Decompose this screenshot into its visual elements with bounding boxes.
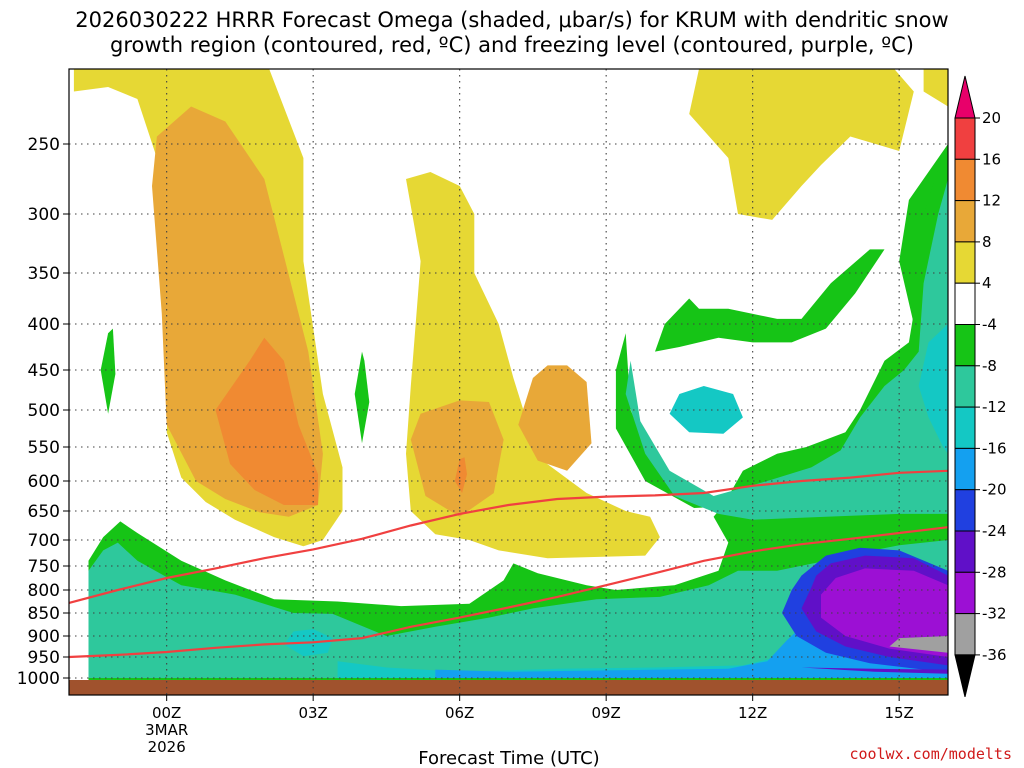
colorbar-bin-1 xyxy=(954,117,976,160)
y-tick-label-650: 650 xyxy=(28,502,60,522)
y-tick-label-950: 950 xyxy=(28,648,60,668)
x-tick-label-15-0: 15Z xyxy=(884,704,913,722)
omega-region-10 xyxy=(100,328,116,414)
y-tick-label-500: 500 xyxy=(28,401,60,421)
x-tick-label-0-1: 3MAR xyxy=(145,721,188,739)
omega-region-12 xyxy=(88,144,948,680)
colorbar-bin-5 xyxy=(954,282,976,326)
y-tick-label-700: 700 xyxy=(28,531,60,551)
colorbar-label-8: -16 xyxy=(982,439,1007,457)
y-axis: 250 300 350 400 450 500 550 600 650 700 750 800 850 9… xyxy=(17,135,69,689)
ground-layer xyxy=(69,680,948,695)
x-tick-label-3-0: 03Z xyxy=(298,704,327,722)
omega-region-14 xyxy=(655,249,885,352)
colorbar-bin-11 xyxy=(954,530,976,573)
y-tick-label-550: 550 xyxy=(28,438,60,458)
colorbar-bin-6 xyxy=(954,324,976,367)
dgz-contour-1 xyxy=(68,526,949,659)
plot-frame xyxy=(68,68,949,696)
x-tick-label-12-0: 12Z xyxy=(738,704,767,722)
x-axis-label: Forecast Time (UTC) xyxy=(418,748,599,768)
y-tick-label-600: 600 xyxy=(28,472,60,492)
colorbar-label-11: -28 xyxy=(982,563,1007,581)
y-tick-label-250: 250 xyxy=(28,135,60,155)
y-tick-label-1000: 1000 xyxy=(17,669,60,689)
y-tick-label-400: 400 xyxy=(28,315,60,335)
y-tick-label-450: 450 xyxy=(28,361,60,381)
colorbar-bin-9 xyxy=(954,447,976,491)
colorbar: 20 16 12 8 4 -4 -8 -12 -16 -20 -24 -28 -32 -36 xyxy=(954,75,1007,698)
colorbar-label-12: -32 xyxy=(982,605,1007,623)
omega-region-5 xyxy=(518,365,592,471)
omega-region-24 xyxy=(821,568,948,657)
y-tick-label-350: 350 xyxy=(28,264,60,284)
chart-title-line1: 2026030222 HRRR Forecast Omega (shaded, … xyxy=(75,8,948,32)
colorbar-arrow-top xyxy=(954,75,976,119)
x-tick-label-9-0: 09Z xyxy=(591,704,620,722)
omega-region-21 xyxy=(435,575,948,678)
omega-region-2 xyxy=(215,337,318,505)
omega-region-15 xyxy=(625,179,948,520)
omega-region-18 xyxy=(918,324,948,454)
colorbar-label-0: 20 xyxy=(982,109,1001,127)
colorbar-label-9: -20 xyxy=(982,481,1007,499)
omega-region-26 xyxy=(801,667,948,674)
omega-region-11 xyxy=(354,351,370,444)
colorbar-label-10: -24 xyxy=(982,522,1007,540)
colorbar-label-13: -36 xyxy=(982,646,1007,664)
colorbar-bin-4 xyxy=(954,241,976,284)
colorbar-bin-12 xyxy=(954,571,976,615)
omega-region-6 xyxy=(454,457,467,493)
colorbar-label-4: 4 xyxy=(982,274,992,292)
y-tick-label-750: 750 xyxy=(28,557,60,577)
chart-title-line2: growth region (contoured, red, ºC) and f… xyxy=(110,33,914,57)
colorbar-label-1: 16 xyxy=(982,150,1001,168)
omega-region-8 xyxy=(923,69,948,107)
plot-area xyxy=(68,68,949,696)
dgz-contours xyxy=(68,469,949,659)
colorbar-bin-8 xyxy=(954,406,976,449)
x-tick-label-0-0: 00Z xyxy=(152,704,181,722)
colorbar-bin-13 xyxy=(954,613,976,656)
colorbar-bin-10 xyxy=(954,489,976,532)
colorbar-label-5: -4 xyxy=(982,316,997,334)
x-tick-label-0-2: 2026 xyxy=(148,738,186,756)
colorbar-bin-3 xyxy=(954,200,976,243)
x-tick-label-6-0: 06Z xyxy=(445,704,474,722)
y-tick-label-300: 300 xyxy=(28,205,60,225)
colorbar-bin-2 xyxy=(954,158,976,202)
colorbar-label-2: 12 xyxy=(982,192,1001,210)
colorbar-label-3: 8 xyxy=(982,233,992,251)
y-tick-label-900: 900 xyxy=(28,627,60,647)
omega-shading xyxy=(73,69,949,680)
ground-strip xyxy=(69,680,948,695)
colorbar-bin-7 xyxy=(954,365,976,408)
omega-region-4 xyxy=(410,400,504,517)
y-tick-label-800: 800 xyxy=(28,581,60,601)
credit-link[interactable]: coolwx.com/modelts xyxy=(849,745,1012,763)
colorbar-label-6: -8 xyxy=(982,357,997,375)
colorbar-arrow-bottom xyxy=(954,654,976,698)
y-tick-label-850: 850 xyxy=(28,604,60,624)
colorbar-label-7: -12 xyxy=(982,398,1007,416)
dgz-contour-0 xyxy=(68,469,949,604)
omega-region-25 xyxy=(889,636,948,653)
